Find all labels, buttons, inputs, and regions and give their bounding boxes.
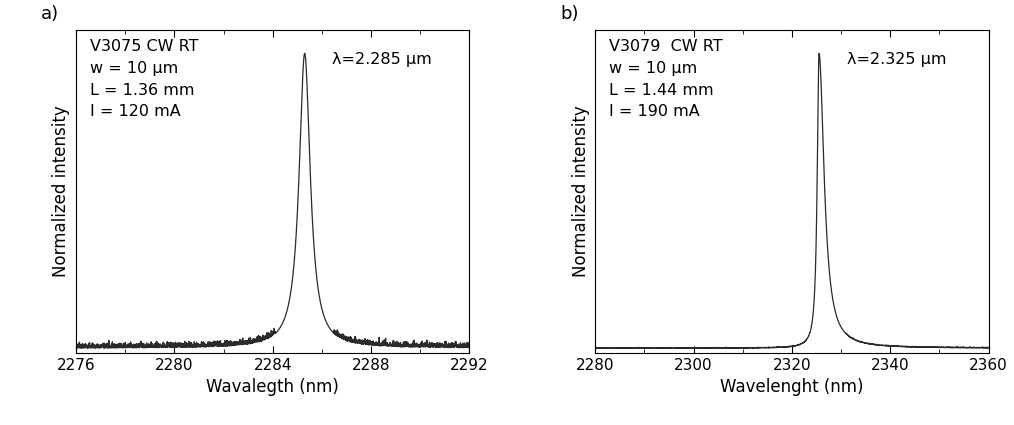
X-axis label: Wavalegth (nm): Wavalegth (nm) <box>206 378 339 396</box>
Text: λ=2.285 μm: λ=2.285 μm <box>333 52 432 67</box>
X-axis label: Wavelenght (nm): Wavelenght (nm) <box>720 378 864 396</box>
Y-axis label: Normalized intensity: Normalized intensity <box>572 105 590 277</box>
Text: a): a) <box>41 5 59 23</box>
Text: V3079  CW RT
w = 10 μm
L = 1.44 mm
I = 190 mA: V3079 CW RT w = 10 μm L = 1.44 mm I = 19… <box>609 40 723 119</box>
Text: λ=2.325 μm: λ=2.325 μm <box>847 52 946 67</box>
Text: b): b) <box>560 5 578 23</box>
Text: V3075 CW RT
w = 10 μm
L = 1.36 mm
I = 120 mA: V3075 CW RT w = 10 μm L = 1.36 mm I = 12… <box>90 40 199 119</box>
Y-axis label: Normalized intensity: Normalized intensity <box>53 105 71 277</box>
